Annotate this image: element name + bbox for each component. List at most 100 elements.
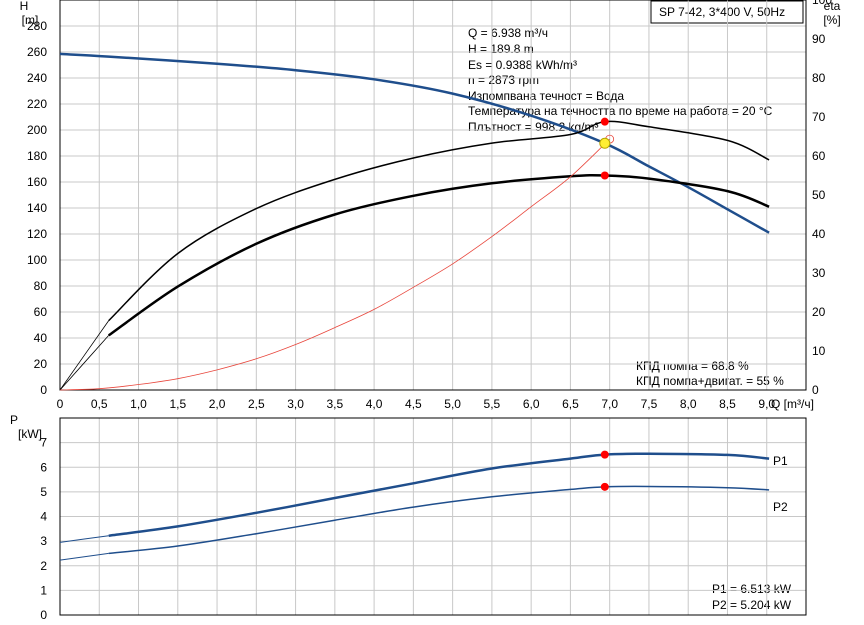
y-left-tick-label: 200 (27, 123, 47, 137)
power-y-tick-label: 0 (40, 608, 47, 622)
power-line: P1 = 6.513 kW (712, 582, 792, 596)
total-efficiency-marker (600, 171, 609, 180)
info-line: H = 189.8 m (468, 42, 534, 56)
y-left-tick-label: 220 (27, 97, 47, 111)
total-efficiency-extension (59, 335, 109, 391)
x-tick-label: 5,0 (444, 397, 461, 411)
y-left-tick-label: 40 (34, 331, 48, 345)
y-right-tick-label: 20 (812, 305, 826, 319)
y-right-tick-label: 80 (812, 71, 826, 85)
p2-curve-extension (59, 552, 109, 561)
power-y-tick-label: 5 (40, 485, 47, 499)
p1-curve (108, 452, 770, 537)
y-left-label-top: H (20, 0, 29, 13)
y-left-label-unit: [m] (22, 13, 39, 27)
power-y-tick-label: 3 (40, 534, 47, 548)
pump-efficiency-extension (59, 320, 110, 391)
x-tick-label: 8,5 (719, 397, 736, 411)
p2-curve (108, 485, 770, 555)
y-left-tick-label: 100 (27, 253, 47, 267)
x-tick-label: 7,0 (601, 397, 618, 411)
y-right-tick-label: 10 (812, 344, 826, 358)
system-curve (59, 138, 610, 391)
p2-marker (600, 482, 609, 491)
legend-p1: P1 (773, 454, 788, 468)
info-line: Q = 6.938 m³/ч (468, 26, 548, 40)
total-efficiency-curve (107, 173, 770, 337)
power-y-tick-label: 1 (40, 583, 47, 597)
p1-marker (600, 450, 609, 459)
chart-plot-layer: 0 0,5 1,0 1,5 2,0 2,5 3,0 3,5 4,0 4,5 5,0 5,5 6,0 6,5… (27, 0, 832, 622)
x-tick-label: 1,5 (169, 397, 186, 411)
info-line: Es = 0.9388 kWh/m³ (468, 58, 577, 72)
y-left-tick-label: 20 (34, 357, 48, 371)
x-tick-label: 4,5 (405, 397, 422, 411)
efficiency-line: КПД помпа+двигат. = 55 % (636, 374, 784, 388)
y-right-label-unit: [%] (823, 13, 840, 27)
x-tick-label: 2,0 (209, 397, 226, 411)
power-y-tick-label: 7 (40, 436, 47, 450)
y-right-tick-label: 100 (812, 0, 832, 7)
duty-point-marker (599, 137, 611, 149)
curves (59, 52, 770, 561)
x-tick-label: 7,5 (641, 397, 658, 411)
info-block: Q = 6.938 m³/ч H = 189.8 m Es = 0.9388 k… (468, 26, 773, 134)
plot-frame-power (59, 417, 807, 616)
y-right-tick-label: 40 (812, 227, 826, 241)
power-y-label-unit: [kW] (18, 427, 42, 441)
x-tick-label: 8,0 (680, 397, 697, 411)
y-left-tick-label: 0 (40, 383, 47, 397)
power-y-tick-label: 4 (40, 510, 47, 524)
power-line: P2 = 5.204 kW (712, 598, 792, 612)
power-y-tick-label: 6 (40, 460, 47, 474)
y-left-tick-label: 260 (27, 45, 47, 59)
power-y-label-top: P (10, 413, 18, 427)
x-tick-label: 4,0 (366, 397, 383, 411)
y-left-tick-label: 140 (27, 201, 47, 215)
x-tick-label: 0,5 (91, 397, 108, 411)
x-tick-label: 3,0 (287, 397, 304, 411)
y-right-tick-label: 50 (812, 188, 826, 202)
y-right-tick-label: 0 (812, 383, 819, 397)
grid-lines (59, 0, 807, 616)
tick-labels: 0 0,5 1,0 1,5 2,0 2,5 3,0 3,5 4,0 4,5 5,0 5,5 6,0 6,5… (27, 0, 832, 622)
info-line: Температура на течността по време на раб… (468, 104, 773, 118)
y-right-tick-label: 30 (812, 266, 826, 280)
power-y-tick-label: 2 (40, 559, 47, 573)
title-box-text: SP 7-42, 3*400 V, 50Hz (659, 5, 785, 19)
power-block: P1 = 6.513 kW P2 = 5.204 kW (712, 582, 792, 612)
x-axis-label: Q [m³/ч] (771, 397, 814, 411)
y-right-tick-label: 70 (812, 110, 826, 124)
head-curve (59, 52, 770, 234)
y-left-tick-label: 240 (27, 71, 47, 85)
y-left-tick-label: 280 (27, 19, 47, 33)
x-tick-label: 2,5 (248, 397, 265, 411)
info-line: Изпомпвана течност = Вода (468, 89, 624, 103)
x-tick-label: 6,5 (562, 397, 579, 411)
x-tick-label: 6,0 (523, 397, 540, 411)
p1-curve-extension (59, 535, 109, 543)
y-left-tick-label: 120 (27, 227, 47, 241)
y-left-tick-label: 160 (27, 175, 47, 189)
markers (599, 117, 615, 491)
x-tick-label: 5,5 (484, 397, 501, 411)
y-right-tick-label: 90 (812, 32, 826, 46)
y-right-label-top: eta (824, 0, 841, 13)
pump-efficiency-marker (600, 117, 609, 126)
x-tick-label: 9,0 (758, 397, 775, 411)
x-tick-label: 0 (57, 397, 64, 411)
pump-efficiency-curve (108, 120, 770, 322)
y-right-tick-label: 60 (812, 149, 826, 163)
efficiency-line: КПД помпа = 68.8 % (636, 359, 749, 373)
y-left-tick-label: 80 (34, 279, 48, 293)
plot-frame-head (59, 0, 807, 391)
x-tick-label: 3,5 (326, 397, 343, 411)
info-line: n = 2873 rpm (468, 73, 539, 87)
y-left-tick-label: 180 (27, 149, 47, 163)
x-tick-label: 1,0 (130, 397, 147, 411)
y-left-tick-label: 60 (34, 305, 48, 319)
legend-p2: P2 (773, 500, 788, 514)
efficiency-block: КПД помпа = 68.8 % КПД помпа+двигат. = 5… (636, 359, 784, 388)
head-curve-extension (59, 53, 109, 58)
